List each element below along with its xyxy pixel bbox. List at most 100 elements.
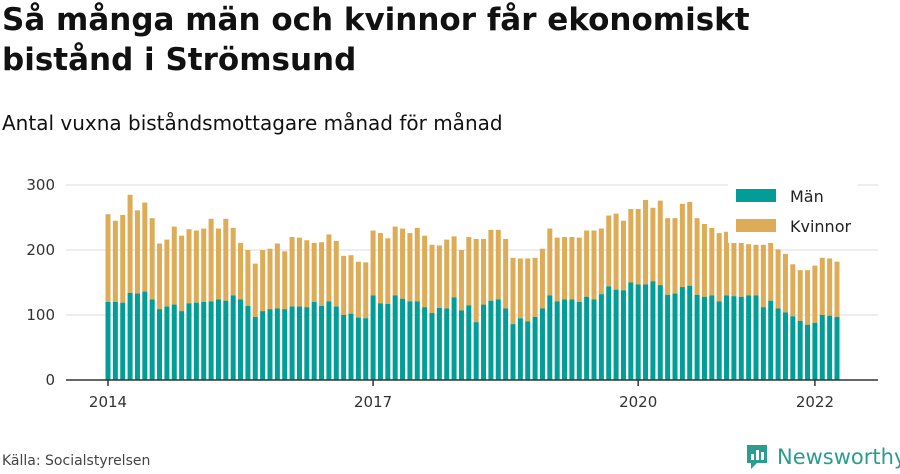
bar-women xyxy=(657,200,663,286)
bar-men xyxy=(635,284,641,380)
bar-men xyxy=(127,292,133,380)
bar-men xyxy=(731,296,737,380)
bar-men xyxy=(827,315,833,380)
y-tick-label: 200 xyxy=(26,241,55,259)
bar-women xyxy=(517,258,523,319)
bar-women xyxy=(348,255,354,314)
bar-women xyxy=(760,244,766,308)
bar-women xyxy=(819,257,825,315)
newsworthy-logo-icon xyxy=(747,445,767,469)
brand-name: Newsworthy xyxy=(777,445,900,469)
bar-men xyxy=(812,322,818,380)
bar-women xyxy=(473,238,479,323)
bar-women xyxy=(238,242,244,300)
bar-women xyxy=(245,250,251,306)
bar-women xyxy=(120,214,126,303)
bar-men xyxy=(208,301,214,380)
bar-men xyxy=(458,310,464,380)
bar-men xyxy=(341,315,347,380)
bar-women xyxy=(407,233,413,302)
y-tick-label: 300 xyxy=(26,176,55,194)
bar-women xyxy=(193,230,199,303)
bar-women xyxy=(164,239,170,307)
bar-women xyxy=(142,202,148,292)
bar-men xyxy=(134,293,140,380)
bar-women xyxy=(436,245,442,308)
bar-women xyxy=(569,237,575,300)
bar-men xyxy=(451,297,457,380)
bar-men xyxy=(687,285,693,380)
bar-men xyxy=(215,299,221,380)
bar-men xyxy=(591,299,597,380)
bar-men xyxy=(311,302,317,380)
x-axis: 2014 2017 2020 2022 xyxy=(66,379,878,411)
bars xyxy=(105,194,840,380)
legend-swatch-women xyxy=(736,219,776,232)
bar-women xyxy=(304,240,310,308)
x-tick-label: 2017 xyxy=(354,393,392,411)
bar-men xyxy=(834,316,840,380)
brand-logo[interactable]: Newsworthy xyxy=(745,442,900,472)
bar-women xyxy=(296,237,302,307)
bar-women xyxy=(311,242,317,302)
bar-men xyxy=(363,318,369,380)
bar-men xyxy=(775,308,781,380)
legend-label-women: Kvinnor xyxy=(790,217,851,236)
bar-women xyxy=(827,258,833,316)
bar-men xyxy=(613,289,619,380)
bar-women xyxy=(201,228,207,302)
bar-men xyxy=(620,290,626,380)
bar-women xyxy=(267,248,273,310)
bar-men xyxy=(466,305,472,380)
bar-men xyxy=(694,294,700,380)
bar-men xyxy=(768,300,774,380)
bar-women xyxy=(289,237,295,307)
bar-women xyxy=(598,228,604,295)
bar-women xyxy=(495,229,501,300)
legend-label-men: Män xyxy=(790,187,824,206)
bar-women xyxy=(157,243,163,310)
bar-men xyxy=(319,305,325,380)
bar-women xyxy=(775,249,781,309)
bar-women xyxy=(134,210,140,294)
bar-women xyxy=(613,213,619,290)
bar-women xyxy=(179,235,185,312)
bar-women xyxy=(363,262,369,319)
stacked-bar-chart: 0 100 200 300 2014 2017 2020 2022 Män Kvinnor xyxy=(26,176,878,411)
bar-men xyxy=(245,305,251,380)
bar-women xyxy=(694,218,700,295)
bar-women xyxy=(539,248,545,309)
bar-men xyxy=(547,295,553,380)
bar-women xyxy=(466,237,472,306)
bar-men xyxy=(120,302,126,380)
bar-women xyxy=(701,224,707,297)
bar-women xyxy=(716,233,722,302)
x-tick-label: 2014 xyxy=(89,393,127,411)
bar-men xyxy=(296,306,302,380)
bar-women xyxy=(805,270,811,325)
bar-women xyxy=(525,258,531,322)
bar-women xyxy=(576,237,582,302)
bar-women xyxy=(488,229,494,301)
bar-men xyxy=(532,316,538,380)
bar-men xyxy=(355,317,361,380)
chart-subtitle: Antal vuxna biståndsmottagare månad för … xyxy=(2,111,503,135)
bar-women xyxy=(282,251,288,310)
bar-men xyxy=(171,304,177,380)
bar-men xyxy=(186,303,192,380)
bar-men xyxy=(282,309,288,380)
bar-men xyxy=(665,294,671,380)
bar-men xyxy=(414,301,420,380)
bar-men xyxy=(333,306,339,380)
bar-men xyxy=(370,295,376,380)
bar-men xyxy=(643,284,649,380)
bar-women xyxy=(503,238,509,309)
bar-men xyxy=(252,316,258,380)
bar-men xyxy=(164,306,170,380)
bar-women xyxy=(724,231,730,296)
bar-women xyxy=(341,255,347,315)
bar-men xyxy=(701,296,707,380)
bar-men xyxy=(672,293,678,380)
bar-women xyxy=(481,238,487,305)
x-tick-label: 2020 xyxy=(619,393,657,411)
